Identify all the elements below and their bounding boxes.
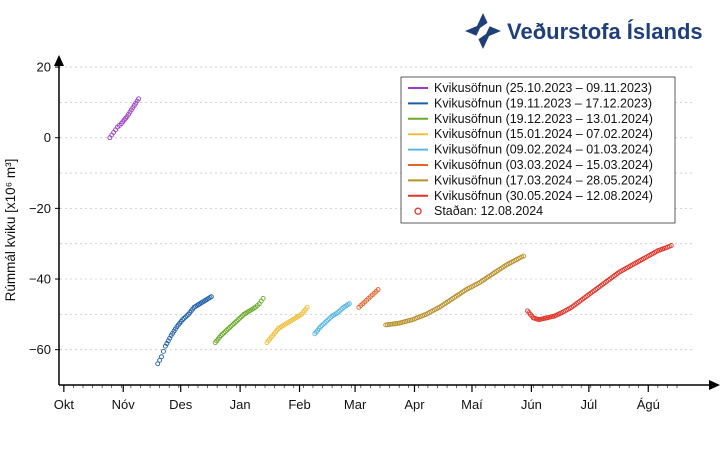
data-point [157, 357, 163, 363]
legend-entry: Kvikusöfnun (03.03.2024 – 15.03.2024) [434, 158, 653, 172]
data-point [180, 317, 186, 323]
legend-entry: Kvikusöfnun (15.01.2024 – 07.02.2024) [434, 127, 653, 141]
data-point [208, 294, 214, 300]
legend-entry: Kvikusöfnun (19.11.2023 – 17.12.2023) [434, 96, 652, 110]
data-point [136, 96, 142, 102]
series-group [525, 243, 674, 323]
y-tick-label: 0 [44, 130, 51, 145]
x-tick-label: Ágú [637, 397, 660, 412]
y-tick-label: −20 [29, 201, 51, 216]
data-point [335, 310, 341, 316]
series-group [312, 301, 352, 337]
y-tick-label: −60 [29, 342, 51, 357]
data-point [183, 314, 188, 320]
data-point [336, 308, 342, 314]
x-tick-label: Apr [404, 397, 425, 412]
x-tick-label: Des [169, 397, 193, 412]
data-point [167, 335, 173, 341]
data-point [238, 314, 244, 320]
legend-entry: Kvikusöfnun (09.02.2024 – 01.03.2024) [434, 143, 653, 157]
x-tick-label: Maí [461, 397, 483, 412]
axes [54, 55, 720, 390]
data-point [181, 315, 187, 321]
logo-text: Veðurstofa Íslands [507, 19, 703, 44]
data-point [321, 321, 326, 327]
data-point [319, 322, 325, 328]
y-axis-arrow-icon [54, 55, 64, 66]
legend-entry: Kvikusöfnun (25.10.2023 – 09.11.2023) [434, 81, 652, 95]
series-group [356, 287, 381, 310]
data-point [234, 318, 240, 324]
data-point [164, 341, 170, 346]
y-axis-ticks: 20 0 −20 −40 −60 [29, 60, 60, 357]
x-tick-label: Jún [521, 397, 542, 412]
x-axis-arrow-icon [709, 380, 720, 390]
logo-mark-icon [465, 13, 501, 49]
data-point [232, 319, 238, 325]
legend-entry: Kvikusöfnun (17.03.2024 – 28.05.2024) [434, 173, 653, 187]
data-point [237, 315, 243, 321]
series-group [212, 296, 266, 346]
data-point [218, 333, 224, 338]
data-point [304, 304, 310, 310]
data-point [224, 327, 230, 333]
legend: Kvikusöfnun (25.10.2023 – 09.11.2023)Kvi… [400, 76, 676, 224]
data-point [159, 354, 165, 360]
y-tick-label: −40 [29, 272, 51, 287]
legend-entry: Kvikusöfnun (30.05.2024 – 12.08.2024) [434, 189, 653, 203]
data-point [225, 326, 231, 332]
data-point [322, 320, 328, 326]
x-tick-label: Jan [230, 397, 251, 412]
gridlines [60, 66, 695, 351]
data-point [228, 323, 234, 329]
data-point [227, 325, 233, 331]
data-point [165, 338, 171, 344]
vedurstofa-logo: Veðurstofa Íslands [465, 13, 703, 49]
data-point [521, 253, 527, 259]
data-point [318, 324, 324, 330]
x-tick-label: Mar [344, 397, 367, 412]
data-point [155, 361, 161, 367]
data-point [338, 307, 344, 313]
x-axis-ticks: Okt Nóv Des Jan Feb Mar Apr Maí Jún Júl Ágú [54, 385, 678, 412]
series-group [107, 96, 142, 141]
data-point [325, 317, 331, 323]
data-point [326, 316, 332, 322]
x-tick-label: Nóv [112, 397, 136, 412]
data-point [375, 287, 381, 293]
series-group [383, 253, 527, 328]
data-point [235, 317, 241, 323]
data-point [668, 243, 674, 248]
data-series [107, 96, 674, 367]
legend-current-marker-icon [414, 207, 422, 215]
series-group [155, 294, 214, 367]
data-point [221, 330, 227, 336]
data-point [346, 301, 352, 307]
data-point [162, 343, 168, 349]
legend-entry: Kvikusöfnun (19.12.2023 – 13.01.2024) [434, 112, 653, 126]
x-tick-label: Feb [288, 397, 310, 412]
data-point [323, 318, 329, 324]
data-point [260, 296, 266, 301]
legend-box [400, 76, 676, 224]
data-point [222, 329, 228, 335]
legend-current-label: Staðan: 12.08.2024 [434, 204, 543, 218]
y-axis-label: Rúmmál kviku [x10⁶ m³] [3, 159, 18, 302]
data-point [219, 331, 225, 337]
x-tick-label: Júl [581, 397, 598, 412]
x-tick-label: Okt [54, 397, 75, 412]
series-group [264, 304, 310, 346]
data-point [184, 313, 190, 319]
data-point [231, 321, 237, 327]
data-point [230, 322, 235, 328]
y-tick-label: 20 [37, 60, 51, 75]
data-point [161, 348, 166, 354]
